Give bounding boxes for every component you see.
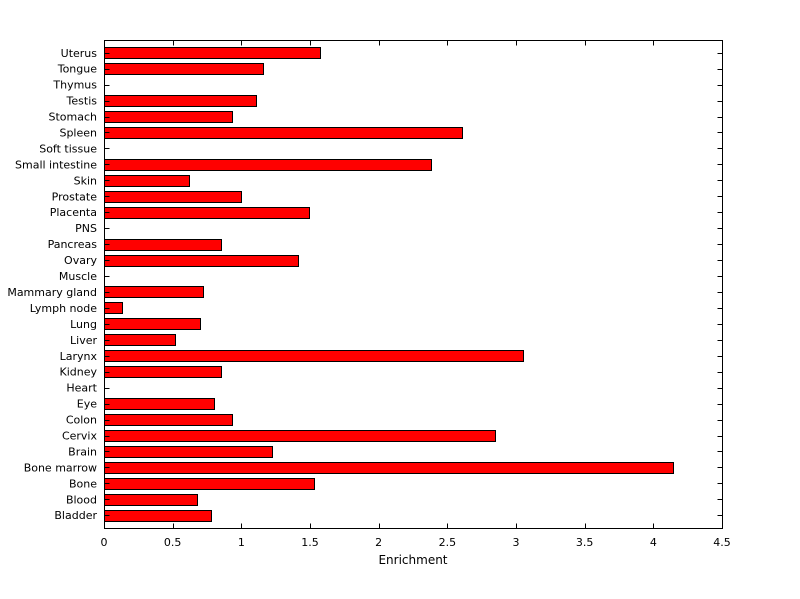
category-label: Lymph node bbox=[30, 302, 97, 315]
bar bbox=[104, 318, 201, 330]
bar bbox=[104, 334, 176, 346]
x-tick-label: 3 bbox=[513, 536, 520, 549]
category-label: Larynx bbox=[60, 350, 98, 363]
bar bbox=[104, 478, 315, 490]
category-label: Lung bbox=[70, 318, 97, 331]
bar bbox=[104, 63, 264, 75]
category-label: Cervix bbox=[62, 430, 98, 443]
bar bbox=[104, 127, 463, 139]
x-tick-label: 2.5 bbox=[439, 536, 457, 549]
bar bbox=[104, 398, 215, 410]
bar bbox=[104, 350, 524, 362]
bar bbox=[104, 255, 299, 267]
bar bbox=[104, 95, 257, 107]
category-label: Ovary bbox=[64, 254, 97, 267]
x-tick-label: 4 bbox=[650, 536, 657, 549]
category-label: PNS bbox=[75, 222, 97, 235]
bar bbox=[104, 414, 233, 426]
category-label: Muscle bbox=[59, 270, 97, 283]
category-label: Testis bbox=[66, 95, 98, 108]
x-tick-label: 0.5 bbox=[164, 536, 182, 549]
bar bbox=[104, 286, 204, 298]
category-label: Colon bbox=[66, 414, 97, 427]
category-label: Kidney bbox=[59, 366, 97, 379]
category-label: Liver bbox=[70, 334, 97, 347]
bar bbox=[104, 510, 212, 522]
x-tick-label: 0 bbox=[101, 536, 108, 549]
bar bbox=[104, 175, 190, 187]
category-label: Pancreas bbox=[48, 238, 98, 251]
bar bbox=[104, 446, 273, 458]
category-label: Uterus bbox=[61, 47, 98, 60]
category-label: Placenta bbox=[50, 206, 97, 219]
x-tick-label: 1.5 bbox=[301, 536, 319, 549]
category-label: Stomach bbox=[48, 111, 97, 124]
x-axis-label: Enrichment bbox=[378, 553, 447, 567]
category-label: Bladder bbox=[54, 509, 97, 522]
category-label: Brain bbox=[68, 445, 97, 458]
bar bbox=[104, 111, 233, 123]
bar bbox=[104, 239, 222, 251]
bar bbox=[104, 462, 674, 474]
category-label: Small intestine bbox=[15, 158, 97, 171]
category-label: Heart bbox=[66, 382, 97, 395]
category-label: Mammary gland bbox=[7, 286, 97, 299]
bar bbox=[104, 47, 321, 59]
category-label: Spleen bbox=[59, 126, 97, 139]
category-label: Bone marrow bbox=[24, 461, 97, 474]
bar bbox=[104, 207, 310, 219]
bar bbox=[104, 430, 496, 442]
category-label: Soft tissue bbox=[39, 142, 97, 155]
x-tick-label: 2 bbox=[375, 536, 382, 549]
category-label: Blood bbox=[66, 493, 97, 506]
category-label: Eye bbox=[77, 398, 97, 411]
category-label: Skin bbox=[74, 174, 97, 187]
plot-box bbox=[104, 40, 723, 529]
bar bbox=[104, 366, 222, 378]
category-label: Thymus bbox=[52, 79, 97, 92]
bar bbox=[104, 191, 242, 203]
category-label: Prostate bbox=[52, 190, 98, 203]
category-label: Tongue bbox=[57, 63, 98, 76]
x-tick-label: 1 bbox=[238, 536, 245, 549]
x-tick-label: 4.5 bbox=[713, 536, 731, 549]
bar bbox=[104, 159, 432, 171]
category-label: Bone bbox=[69, 477, 97, 490]
x-tick-label: 3.5 bbox=[576, 536, 594, 549]
bar bbox=[104, 494, 198, 506]
